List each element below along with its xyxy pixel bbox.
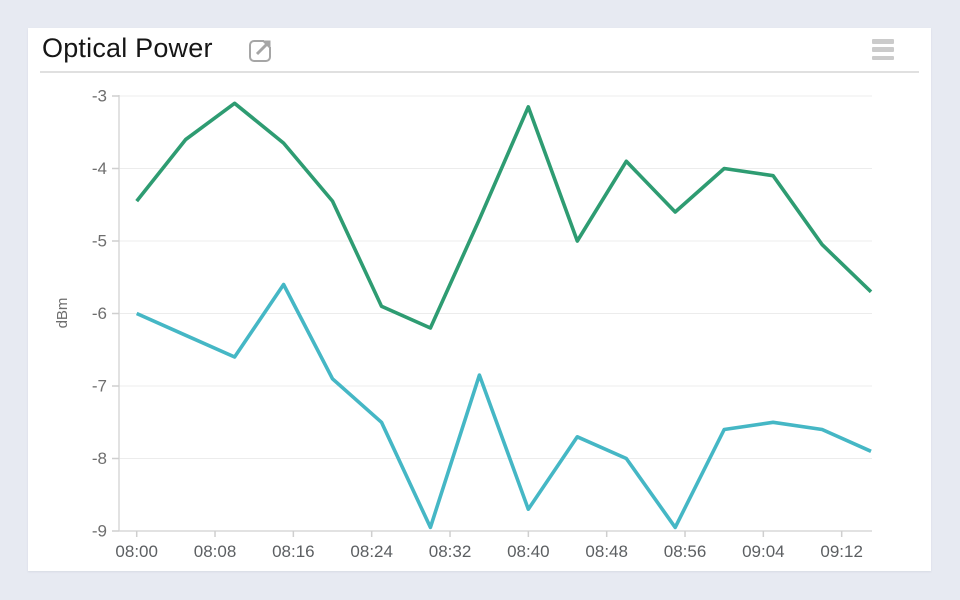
x-tick-label: 08:24 — [350, 542, 393, 561]
menu-bar — [872, 47, 894, 52]
y-tick-label: -3 — [92, 87, 107, 106]
header-divider — [40, 71, 919, 73]
y-tick-label: -4 — [92, 159, 107, 178]
y-tick-label: -7 — [92, 377, 107, 396]
external-link-icon[interactable] — [245, 36, 275, 66]
series-line-series-2 — [135, 282, 872, 530]
chart-panel: Optical Power -3 -4 -5 -6 -7 -8 -9 08:00 08:08 08… — [28, 28, 931, 571]
x-tick-label: 09:04 — [742, 542, 785, 561]
menu-bar — [872, 39, 894, 44]
series-line-series-1 — [135, 101, 873, 330]
y-tick-label: -8 — [92, 449, 107, 468]
x-tick-label: 08:08 — [194, 542, 237, 561]
x-tick-label: 08:16 — [272, 542, 315, 561]
x-tick-label: 08:32 — [429, 542, 472, 561]
x-tick-label: 08:40 — [507, 542, 550, 561]
y-tick-label: -6 — [92, 304, 107, 323]
menu-bar — [872, 55, 894, 60]
x-tick-label: 08:00 — [115, 542, 158, 561]
x-tick-label: 08:48 — [585, 542, 628, 561]
panel-title: Optical Power — [42, 33, 213, 63]
y-tick-label: -5 — [92, 232, 107, 251]
y-tick-label: -9 — [92, 522, 107, 541]
x-tick-label: 08:56 — [664, 542, 707, 561]
hamburger-menu-icon[interactable] — [872, 39, 894, 60]
y-axis-title: dBm — [54, 298, 71, 329]
optical-power-chart[interactable]: -3 -4 -5 -6 -7 -8 -9 08:00 08:08 08:16 08:24 08:32 0… — [28, 28, 931, 571]
panel-header: Optical Power — [28, 28, 931, 71]
x-tick-label: 09:12 — [820, 542, 863, 561]
external-link-glyph — [249, 40, 271, 62]
